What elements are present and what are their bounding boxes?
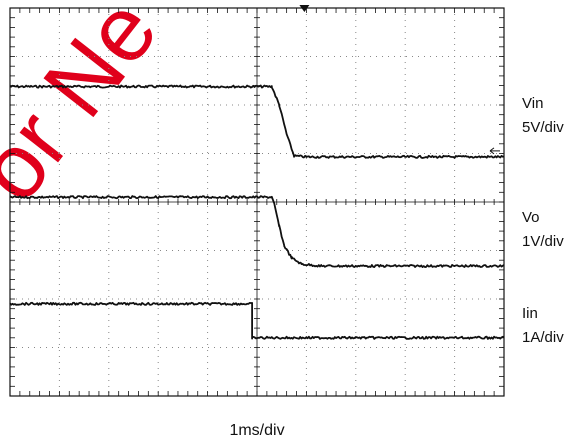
channel-name-iin: Iin: [522, 305, 538, 322]
reference-arrow-icon: [489, 147, 495, 155]
label-layer: Vin 5V/div Vo 1V/div Iin 1A/div: [522, 95, 564, 346]
channel-scale-vin: 5V/div: [522, 119, 564, 136]
channel-name-vin: Vin: [522, 95, 543, 112]
trace-vin: [9, 84, 505, 159]
plot-frame: [9, 7, 505, 397]
watermark: For Ne: [0, 0, 177, 264]
trace-vo: [9, 195, 505, 268]
channel-scale-iin: 1A/div: [522, 329, 564, 346]
watermark-text: For Ne: [0, 0, 177, 264]
marker-layer: [299, 5, 500, 155]
channel-scale-vo: 1V/div: [522, 233, 564, 250]
trace-iin: [9, 301, 504, 340]
x-axis-label: 1ms/div: [229, 422, 284, 439]
channel-name-vo: Vo: [522, 209, 540, 226]
trace-layer: [9, 84, 505, 340]
plot-grid: [9, 7, 505, 397]
trigger-position-marker: [299, 5, 310, 12]
